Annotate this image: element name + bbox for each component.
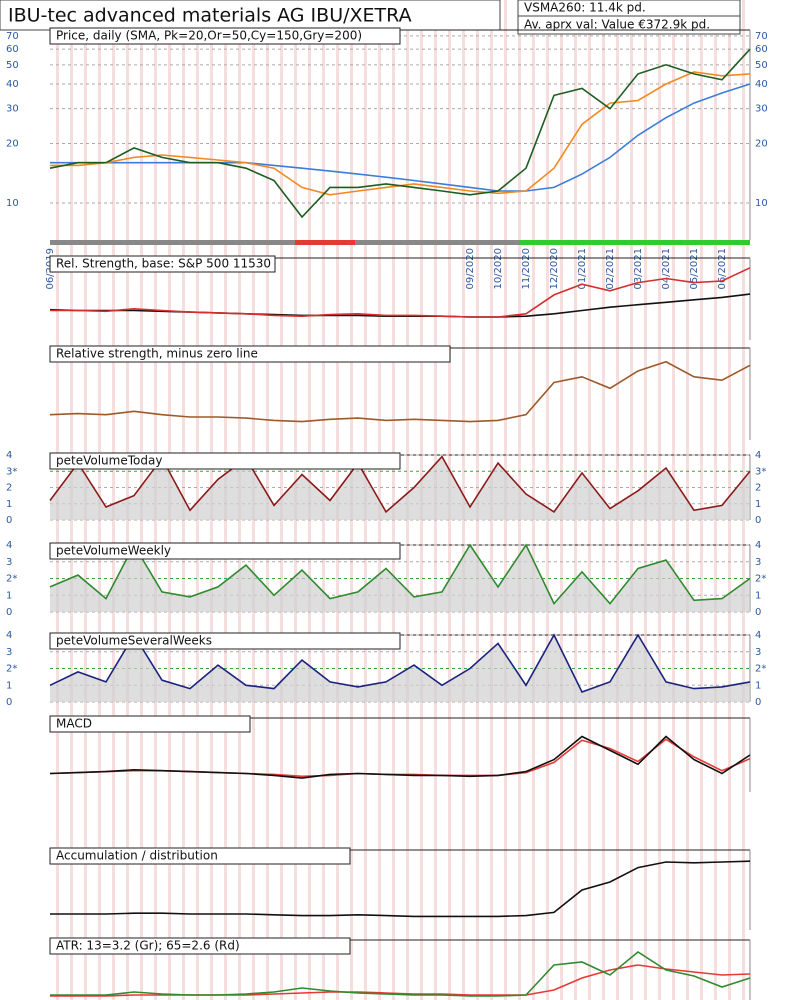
y-tick-label: 1 bbox=[6, 590, 12, 601]
y-tick-label: 0 bbox=[6, 607, 12, 618]
y-tick-label: 2* bbox=[755, 664, 766, 675]
panel-title: ATR: 13=3.2 (Gr); 65=2.6 (Rd) bbox=[56, 939, 240, 953]
series-line bbox=[50, 964, 751, 997]
y-tick-label: 0 bbox=[755, 515, 761, 526]
y-tick-label: 10 bbox=[755, 198, 768, 209]
y-tick-label: 3 bbox=[755, 557, 761, 568]
series-line bbox=[50, 83, 751, 192]
y-tick-label: 2* bbox=[6, 574, 17, 585]
series-line bbox=[49, 633, 751, 693]
y-tick-label: 60 bbox=[6, 44, 19, 55]
y-tick-label: 0 bbox=[6, 697, 12, 708]
signal-strip bbox=[520, 240, 750, 245]
y-tick-label: 2 bbox=[755, 483, 761, 494]
series-area bbox=[50, 545, 750, 612]
y-tick-label: 1 bbox=[755, 499, 761, 510]
value-note: Av. aprx val: Value €372.9k pd. bbox=[524, 18, 710, 32]
x-tick-label: 04/2021 bbox=[661, 248, 672, 290]
y-tick-label: 50 bbox=[6, 60, 19, 71]
x-tick-label: 11/2020 bbox=[521, 248, 532, 290]
x-tick-label: 05/2021 bbox=[689, 248, 700, 290]
y-tick-label: 4 bbox=[755, 450, 761, 461]
y-tick-label: 2* bbox=[6, 664, 17, 675]
y-tick-label: 3* bbox=[6, 466, 17, 477]
x-tick-label: 02/2021 bbox=[605, 248, 616, 290]
y-tick-label: 4 bbox=[755, 630, 761, 641]
y-tick-label: 3* bbox=[755, 466, 766, 477]
page-title: IBU-tec advanced materials AG IBU/XETRA bbox=[8, 5, 412, 27]
panel-title-box bbox=[49, 255, 276, 273]
y-tick-label: 2* bbox=[755, 574, 766, 585]
series-line bbox=[50, 951, 751, 997]
y-tick-label: 1 bbox=[6, 499, 12, 510]
panel-title: Accumulation / distribution bbox=[56, 849, 218, 863]
panel-title-box bbox=[49, 847, 351, 865]
panel-title-box bbox=[49, 452, 401, 470]
y-tick-label: 0 bbox=[755, 607, 761, 618]
panel-title-box bbox=[49, 715, 251, 733]
y-tick-label: 50 bbox=[755, 60, 768, 71]
panel-title-box bbox=[49, 542, 401, 560]
panel-title-box bbox=[49, 345, 451, 363]
series-area bbox=[50, 456, 750, 520]
y-tick-label: 3 bbox=[6, 647, 12, 658]
y-tick-label: 4 bbox=[6, 450, 12, 461]
y-tick-label: 3 bbox=[6, 557, 12, 568]
y-tick-label: 3 bbox=[755, 647, 761, 658]
panel-title: Price, daily (SMA, Pk=20,Or=50,Cy=150,Gr… bbox=[56, 29, 362, 43]
x-tick-label: 03/2021 bbox=[633, 248, 644, 290]
x-tick-label: 12/2020 bbox=[549, 248, 560, 290]
y-tick-label: 0 bbox=[6, 515, 12, 526]
signal-strip bbox=[50, 240, 750, 245]
series-line bbox=[49, 543, 751, 606]
y-tick-label: 1 bbox=[755, 680, 761, 691]
panel-title: MACD bbox=[56, 717, 92, 731]
y-tick-label: 40 bbox=[6, 79, 19, 90]
y-tick-label: 70 bbox=[755, 31, 768, 42]
y-tick-label: 4 bbox=[6, 630, 12, 641]
panel-title-box bbox=[49, 27, 401, 45]
series-area bbox=[50, 635, 750, 702]
x-tick-label: 09/2020 bbox=[465, 248, 476, 290]
x-tick-label: 06/2021 bbox=[717, 248, 728, 290]
volume-note: VSMA260: 11.4k pd. bbox=[524, 1, 646, 15]
y-tick-label: 70 bbox=[6, 31, 19, 42]
y-tick-label: 1 bbox=[755, 590, 761, 601]
y-tick-label: 20 bbox=[755, 138, 768, 149]
y-tick-label: 4 bbox=[6, 540, 12, 551]
y-tick-label: 0 bbox=[755, 697, 761, 708]
title-box bbox=[0, 0, 501, 31]
series-line bbox=[49, 735, 751, 779]
series-line bbox=[49, 360, 751, 423]
x-tick-label: 10/2020 bbox=[493, 248, 504, 290]
y-tick-label: 2 bbox=[6, 483, 12, 494]
signal-strip bbox=[295, 240, 355, 245]
y-tick-label: 30 bbox=[755, 104, 768, 115]
y-tick-label: 10 bbox=[6, 198, 19, 209]
panel-title: peteVolumeToday bbox=[56, 454, 162, 468]
series-line bbox=[50, 267, 751, 318]
panel-title-box bbox=[49, 632, 401, 650]
x-tick-label: 01/2021 bbox=[577, 248, 588, 290]
y-tick-label: 1 bbox=[6, 680, 12, 691]
panel-title: peteVolumeWeekly bbox=[56, 544, 171, 558]
panel-title: peteVolumeSeveralWeeks bbox=[56, 634, 212, 648]
y-tick-label: 40 bbox=[755, 79, 768, 90]
panel-title: Rel. Strength, base: S&P 500 11530 bbox=[56, 257, 271, 271]
y-tick-label: 60 bbox=[755, 44, 768, 55]
y-tick-label: 20 bbox=[6, 138, 19, 149]
y-tick-label: 30 bbox=[6, 104, 19, 115]
series-line bbox=[49, 48, 751, 219]
panel-title-box bbox=[49, 937, 351, 955]
panel-title: Relative strength, minus zero line bbox=[56, 347, 258, 361]
y-tick-label: 4 bbox=[755, 540, 761, 551]
series-line bbox=[50, 860, 751, 918]
